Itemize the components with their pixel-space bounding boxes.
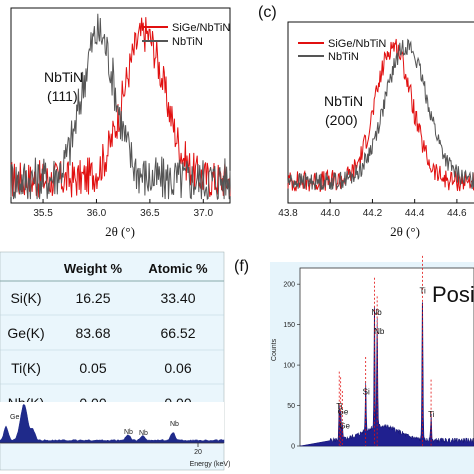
- eds-spectrum-tick-label: 20: [194, 449, 202, 456]
- x-tick-label: 43.8: [278, 208, 298, 219]
- eds-row-weight: 0.05: [79, 360, 106, 376]
- eds-peak-label: Ti: [428, 410, 435, 419]
- eds-y-axis-label: Counts: [271, 338, 278, 361]
- legend-label-sige-111: SiGe/NbTiN: [172, 22, 230, 34]
- legend-label-nbtin-200: NbTiN: [328, 51, 359, 63]
- eds-row-element: Si(K): [10, 290, 41, 306]
- eds-peak-label: Ge: [338, 408, 349, 417]
- xrd-200-annotation-2: (200): [325, 112, 358, 128]
- y-tick-label: 200: [283, 282, 295, 289]
- xrd-series-line: [287, 38, 474, 191]
- x-tick-label: 44.6: [447, 208, 467, 219]
- eds-peak-label: Ti: [336, 402, 343, 411]
- y-tick-label: 100: [283, 363, 295, 370]
- x-tick-label: 36.5: [140, 208, 160, 219]
- eds-peak-label: Ge: [339, 421, 350, 430]
- panel-label-c: (c): [258, 4, 277, 21]
- panel-label-f: (f): [234, 258, 250, 275]
- eds-peak-label-nb-2: Nb: [139, 430, 148, 437]
- eds-peak-label: Nb: [374, 327, 385, 336]
- x-tick-label: 37.0: [194, 208, 214, 219]
- eds-spectrum-plot-area: [299, 267, 474, 447]
- eds-peak-label-ge: Ge: [10, 414, 19, 421]
- xrd-series-line: [10, 13, 231, 201]
- eds-title-fragment: Posi: [432, 282, 474, 307]
- x-tick-label: 36.0: [87, 208, 107, 219]
- y-tick-label: 150: [283, 322, 295, 329]
- eds-spectrum-fill: [299, 302, 474, 447]
- legend-label-sige-200: SiGe/NbTiN: [328, 38, 386, 50]
- xrd-200-annotation-1: NbTiN: [324, 93, 363, 109]
- eds-peak-label: Ti: [419, 286, 426, 295]
- eds-row-weight: 16.25: [75, 290, 110, 306]
- xrd-200-xlabel: 2θ (°): [390, 224, 420, 239]
- xrd-200-panel: 43.8 44.0 44.2 44.4 44.6 2θ (°) NbTiN (200) …: [278, 21, 474, 239]
- eds-peak-label: Si: [363, 387, 370, 396]
- x-tick-label: 35.5: [33, 208, 53, 219]
- eds-row-weight: 83.68: [75, 325, 110, 341]
- y-tick-label: 0: [291, 444, 295, 451]
- eds-row-element: Ti(K): [11, 360, 41, 376]
- x-tick-label: 44.2: [363, 208, 383, 219]
- xrd-111-xlabel: 2θ (°): [105, 224, 135, 239]
- x-tick-label: 44.0: [320, 208, 340, 219]
- xrd-111-panel: 35.5 36.0 36.5 37.0 2θ (°) NbTiN (111) SiGe…: [10, 7, 231, 239]
- eds-row-atomic: 33.40: [160, 290, 195, 306]
- x-tick-label: 44.4: [405, 208, 425, 219]
- eds-spectrum-xlabel: Energy (keV): [190, 461, 231, 468]
- eds-col-weight: Weight %: [64, 261, 123, 276]
- eds-row-element: Ge(K): [7, 325, 44, 341]
- eds-peak-label-nb-3: Nb: [170, 421, 179, 428]
- eds-peak-label-nb-1: Nb: [124, 429, 133, 436]
- eds-col-atomic: Atomic %: [148, 261, 208, 276]
- xrd-111-annotation-2: (111): [47, 88, 78, 104]
- eds-spectrum-area: [0, 402, 224, 444]
- legend-label-nbtin-111: NbTiN: [172, 36, 203, 48]
- eds-small-spectrum: [0, 403, 225, 444]
- eds-peak-label: Nb: [371, 308, 382, 317]
- eds-table-panel: Weight % Atomic % Si(K) 16.25 33.40 Ge(K) 83…: [0, 251, 231, 471]
- xrd-111-annotation-1: NbTiN: [44, 69, 83, 85]
- y-tick-label: 50: [287, 403, 295, 410]
- eds-row-atomic: 66.52: [160, 325, 195, 341]
- eds-row-atomic: 0.06: [164, 360, 191, 376]
